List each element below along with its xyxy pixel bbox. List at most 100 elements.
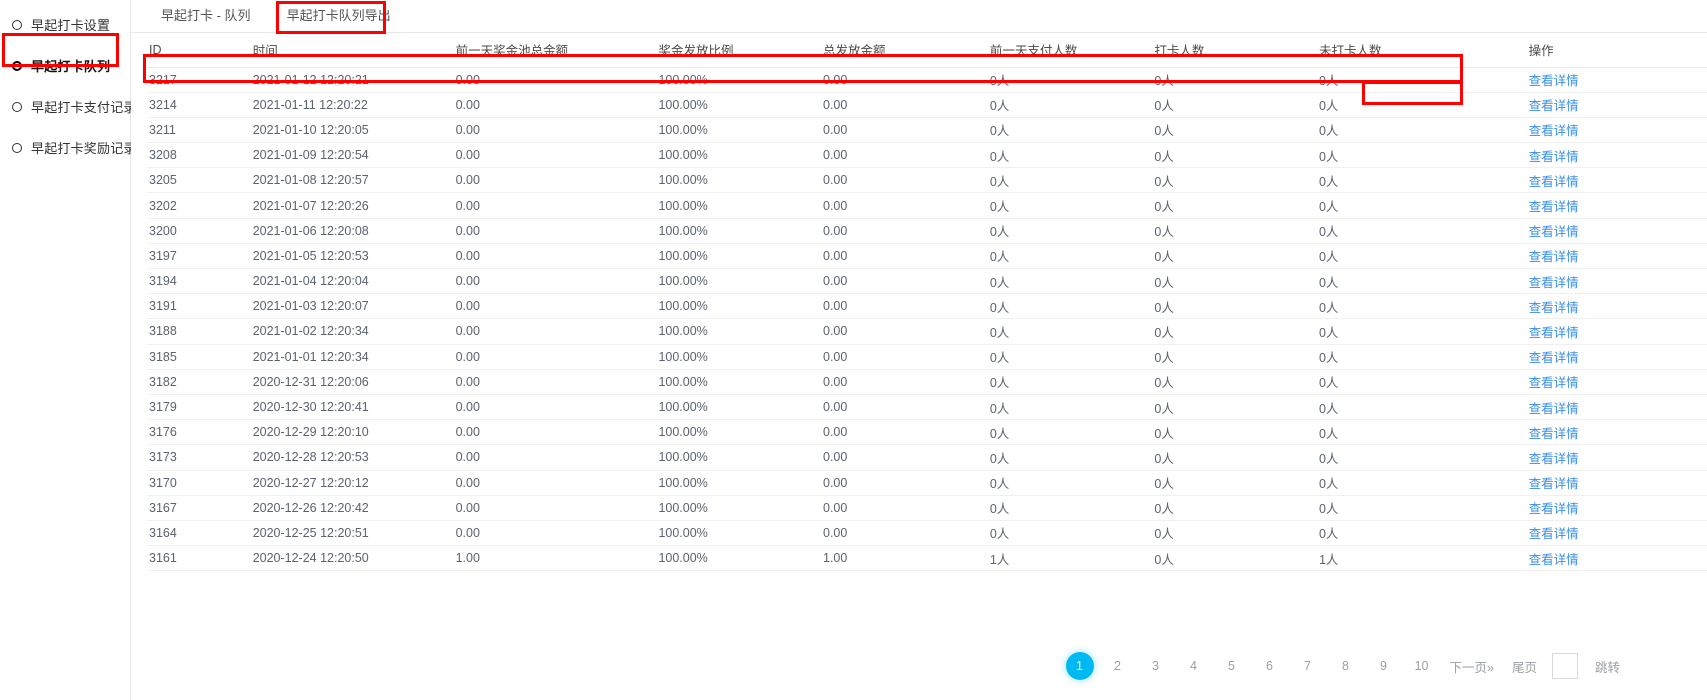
jump-page-input[interactable] xyxy=(1551,653,1578,679)
cell-time: 2021-01-12 12:20:21 xyxy=(250,67,454,93)
view-detail-link[interactable]: 查看详情 xyxy=(1528,225,1579,240)
radio-icon xyxy=(12,101,22,112)
queue-table: ID 时间 前一天奖金池总金额 奖金发放比例 总发放金额 前一天支付人数 打卡人… xyxy=(147,33,1707,572)
column-header-action: 操作 xyxy=(1526,33,1707,68)
sidebar-item-label: 早起打卡支付记录 xyxy=(31,100,137,115)
column-header-ratio: 奖金发放比例 xyxy=(656,33,821,68)
cell-checked: 0人 xyxy=(1152,243,1317,270)
column-header-time: 时间 xyxy=(250,33,454,68)
page-button-8[interactable]: 8 xyxy=(1342,659,1349,673)
cell-paid: 0人 xyxy=(987,318,1153,345)
tab-queue[interactable]: 早起打卡 - 队列 xyxy=(161,8,251,23)
cell-ratio: 100.00% xyxy=(656,444,821,471)
cell-checked: 0人 xyxy=(1152,344,1317,370)
cell-total: 0.00 xyxy=(821,394,988,421)
view-detail-link[interactable]: 查看详情 xyxy=(1528,250,1579,265)
cell-time: 2021-01-03 12:20:07 xyxy=(250,293,454,320)
view-detail-link[interactable]: 查看详情 xyxy=(1528,527,1579,542)
cell-id: 3185 xyxy=(147,344,251,370)
table-row: 3217 2021-01-12 12:20:21 0.00 100.00% 0.00 0人… xyxy=(147,67,1707,93)
tab-bar: 早起打卡 - 队列 早起打卡队列导出 xyxy=(131,0,1707,33)
view-detail-link[interactable]: 查看详情 xyxy=(1528,99,1579,114)
sidebar-item-queue[interactable]: 早起打卡队列 xyxy=(0,45,130,86)
view-detail-link[interactable]: 查看详情 xyxy=(1528,401,1579,416)
cell-ratio: 100.00% xyxy=(656,117,821,144)
view-detail-link[interactable]: 查看详情 xyxy=(1528,300,1579,315)
sidebar-item-reward-records[interactable]: 早起打卡奖励记录 xyxy=(0,127,136,168)
cell-id: 3170 xyxy=(147,470,251,496)
cell-total: 0.00 xyxy=(821,369,988,395)
view-detail-link[interactable]: 查看详情 xyxy=(1528,275,1579,290)
cell-ratio: 100.00% xyxy=(656,192,821,219)
cell-paid: 0人 xyxy=(987,344,1153,370)
cell-ratio: 100.00% xyxy=(656,344,821,370)
view-detail-link[interactable]: 查看详情 xyxy=(1528,477,1579,492)
cell-paid: 0人 xyxy=(987,369,1153,395)
cell-paid: 0人 xyxy=(987,444,1153,471)
view-detail-link[interactable]: 查看详情 xyxy=(1528,351,1579,366)
cell-unchecked: 0人 xyxy=(1316,243,1527,270)
view-detail-link[interactable]: 查看详情 xyxy=(1528,174,1579,189)
cell-checked: 0人 xyxy=(1152,293,1317,320)
cell-action: 查看详情 xyxy=(1526,394,1707,421)
sidebar-item-settings[interactable]: 早起打卡设置 xyxy=(0,4,130,45)
tab-export[interactable]: 早起打卡队列导出 xyxy=(286,8,391,23)
cell-ratio: 100.00% xyxy=(656,92,821,118)
page-button-2[interactable]: 2 xyxy=(1114,659,1121,673)
view-detail-link[interactable]: 查看详情 xyxy=(1528,325,1579,340)
cell-id: 3173 xyxy=(147,444,251,471)
cell-paid: 0人 xyxy=(987,218,1153,244)
cell-id: 3208 xyxy=(147,142,251,169)
cell-paid: 0人 xyxy=(987,243,1153,270)
page-button-10[interactable]: 10 xyxy=(1414,659,1429,673)
view-detail-link[interactable]: 查看详情 xyxy=(1528,124,1579,139)
view-detail-link[interactable]: 查看详情 xyxy=(1528,74,1579,89)
column-header-pool: 前一天奖金池总金额 xyxy=(453,33,657,68)
cell-total: 0.00 xyxy=(821,142,988,169)
table-row: 3182 2020-12-31 12:20:06 0.00 100.00% 0.00 0人… xyxy=(147,369,1707,395)
cell-id: 3164 xyxy=(147,520,251,547)
cell-id: 3214 xyxy=(147,92,251,118)
cell-unchecked: 0人 xyxy=(1316,369,1527,395)
cell-pool: 0.00 xyxy=(453,419,657,446)
cell-ratio: 100.00% xyxy=(656,394,821,421)
cell-id: 3197 xyxy=(147,243,251,270)
page-button-7[interactable]: 7 xyxy=(1304,659,1311,673)
page-button-5[interactable]: 5 xyxy=(1228,659,1235,673)
next-page-button[interactable]: 下一页» xyxy=(1449,660,1494,675)
cell-id: 3191 xyxy=(147,293,251,320)
cell-action: 查看详情 xyxy=(1526,495,1707,521)
sidebar-item-payment-records[interactable]: 早起打卡支付记录 xyxy=(0,86,136,127)
page-button-3[interactable]: 3 xyxy=(1152,659,1159,673)
view-detail-link[interactable]: 查看详情 xyxy=(1528,502,1579,517)
cell-unchecked: 1人 xyxy=(1316,545,1527,572)
page-button-4[interactable]: 4 xyxy=(1190,659,1197,673)
view-detail-link[interactable]: 查看详情 xyxy=(1528,552,1579,567)
cell-checked: 0人 xyxy=(1152,192,1317,219)
jump-button[interactable]: 跳转 xyxy=(1594,660,1620,675)
table-header-row: ID 时间 前一天奖金池总金额 奖金发放比例 总发放金额 前一天支付人数 打卡人… xyxy=(147,33,1707,68)
table-row: 3170 2020-12-27 12:20:12 0.00 100.00% 0.00 0人… xyxy=(147,470,1707,496)
cell-unchecked: 0人 xyxy=(1316,318,1527,345)
page-button-6[interactable]: 6 xyxy=(1266,659,1273,673)
view-detail-link[interactable]: 查看详情 xyxy=(1528,149,1579,164)
view-detail-link[interactable]: 查看详情 xyxy=(1528,426,1579,441)
cell-action: 查看详情 xyxy=(1526,369,1707,395)
cell-action: 查看详情 xyxy=(1526,470,1707,496)
view-detail-link[interactable]: 查看详情 xyxy=(1528,376,1579,391)
page-button-1[interactable]: 1 xyxy=(1065,652,1094,680)
view-detail-link[interactable]: 查看详情 xyxy=(1528,200,1579,215)
page-button-9[interactable]: 9 xyxy=(1380,659,1387,673)
cell-checked: 0人 xyxy=(1152,495,1317,521)
cell-action: 查看详情 xyxy=(1526,167,1707,194)
cell-time: 2020-12-29 12:20:10 xyxy=(250,419,454,446)
cell-ratio: 100.00% xyxy=(656,243,821,270)
cell-time: 2021-01-08 12:20:57 xyxy=(250,167,454,194)
cell-checked: 0人 xyxy=(1152,394,1317,421)
cell-id: 3167 xyxy=(147,495,251,521)
view-detail-link[interactable]: 查看详情 xyxy=(1528,451,1579,466)
cell-unchecked: 0人 xyxy=(1316,192,1527,219)
cell-total: 0.00 xyxy=(821,243,988,270)
last-page-button[interactable]: 尾页 xyxy=(1511,660,1537,675)
